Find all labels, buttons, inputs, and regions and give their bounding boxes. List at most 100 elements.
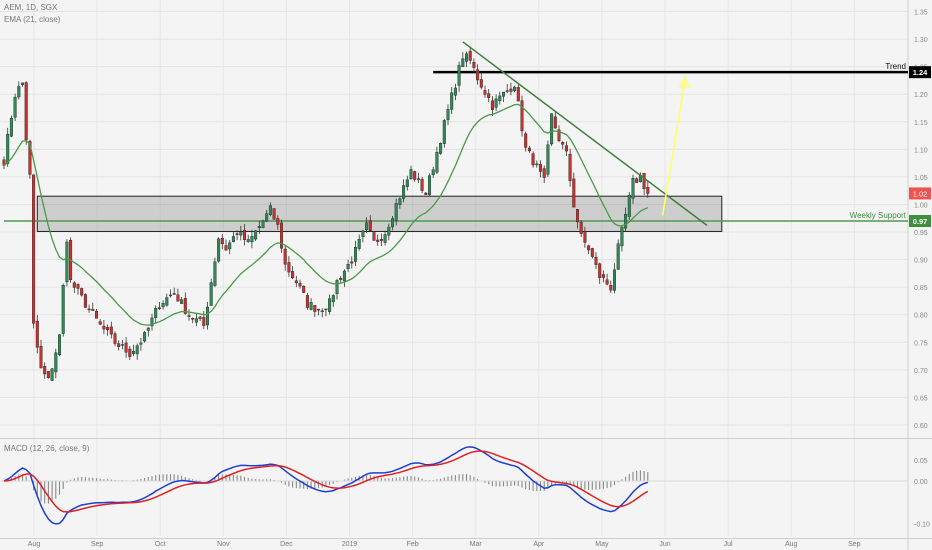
candle-body [361,230,365,238]
price-tick-label: 0.75 [914,340,928,347]
candle-body [220,237,224,245]
candle-body [139,342,143,345]
candle-body [124,342,128,353]
candle-body [553,116,557,129]
candle-body [468,50,472,61]
candle-body [453,87,457,96]
candle-body [305,295,309,308]
candle-body [383,234,387,243]
candle-body [224,245,228,251]
candle-body [109,326,113,335]
candle-body [635,178,639,183]
candle-body [428,175,432,196]
candle-body [416,178,420,180]
candle-body [254,230,258,240]
candle-body [357,239,361,249]
candle-body [320,310,324,313]
candle-body [298,282,302,287]
candle-body [94,310,98,319]
candle-body [542,168,546,178]
support-price-tag [909,215,931,227]
candle-body [35,320,39,348]
candle-body [368,220,372,231]
candle-body [624,213,628,229]
price-tick-label: 1.10 [914,147,928,154]
price-tick-label: 0.85 [914,285,928,292]
candle-body [516,87,520,102]
candle-body [176,294,180,302]
candle-body [346,263,350,269]
candle-body [601,274,605,278]
trend-price-tag [909,66,931,79]
candle-body [387,226,391,236]
candle-body [268,205,272,215]
candle-body [309,302,313,310]
candle-body [557,129,561,142]
trend-price-value: 1.24 [913,68,928,77]
candle-body [324,308,328,311]
price-tick-label: 0.70 [914,368,928,375]
candle-body [313,305,317,312]
candle-body [487,93,491,98]
candle-body [590,248,594,257]
price-tick-label: 0.90 [914,258,928,265]
candle-body [39,345,43,369]
candle-body [131,350,135,354]
candle-body [228,242,232,250]
time-tick-label: Nov [217,541,230,548]
time-tick-label: Aug [785,541,798,548]
candle-body [579,221,583,234]
candle-body [165,297,169,306]
candle-body [24,82,28,141]
candle-body [435,151,439,173]
candle-body [113,333,117,344]
candle-body [6,133,10,164]
candle-body [446,109,450,121]
candle-body [379,239,383,241]
candle-body [202,317,206,326]
time-tick-label: Apr [533,541,545,548]
candle-body [150,317,154,327]
candle-body [183,298,187,314]
price-tick-label: 1.05 [914,175,928,182]
candle-body [106,327,110,331]
candle-body [168,294,172,297]
candle-body [342,270,346,282]
candle-body [154,308,158,318]
candle-body [546,144,550,175]
candle-body [391,218,395,228]
projection-arrow-head [678,75,691,88]
candle-body [620,226,624,247]
candle-body [235,233,239,235]
candle-body [257,226,261,228]
candle-body [465,53,469,62]
candle-body [231,236,235,242]
candle-body [513,86,517,91]
candle-body [339,278,343,280]
candle-body [331,295,335,303]
candle-body [479,79,483,88]
candle-body [609,285,613,291]
candle-body [502,91,506,97]
macd-tick-label: 0.05 [914,458,928,465]
candle-body [598,263,602,278]
price-tick-label: 0.65 [914,395,928,402]
candle-body [409,169,413,180]
candle-body [431,169,435,176]
candle-body [128,348,132,357]
candle-body [328,298,332,312]
candle-body [80,288,84,296]
candle-body [180,299,184,304]
candle-body [302,285,306,293]
time-tick-label: Jun [659,541,670,548]
candle-body [2,159,6,166]
grid-lines [0,0,908,536]
candle-body [98,321,102,325]
candle-body [394,203,398,221]
candle-body [405,179,409,187]
candle-body [568,154,572,181]
candle-body [335,280,339,294]
candle-body [550,113,554,145]
candle-body [246,239,250,243]
